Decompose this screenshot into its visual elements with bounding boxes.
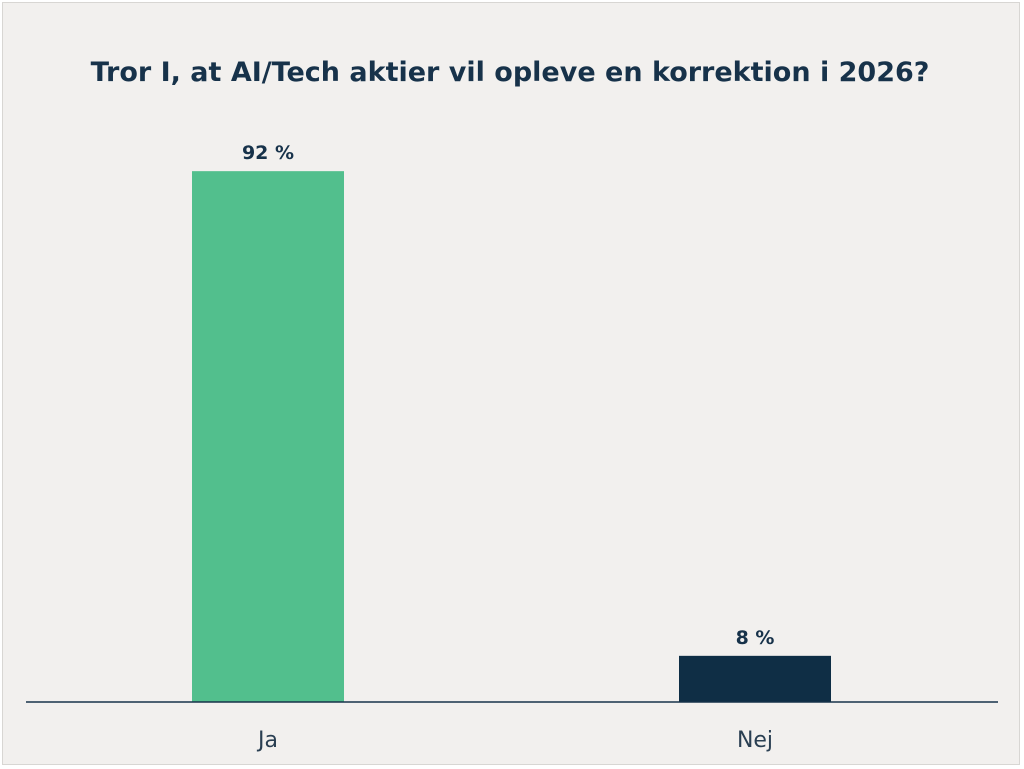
- category-label-nej: Nej: [737, 728, 773, 753]
- bar-ja: [192, 171, 344, 702]
- bar-nej: [679, 655, 831, 702]
- chart-title: Tror I, at AI/Tech aktier vil opleve en …: [90, 57, 930, 88]
- bars-layer: 92 % Ja 8 % Nej: [192, 142, 831, 753]
- value-label-nej: 8 %: [736, 627, 775, 649]
- category-label-ja: Ja: [256, 728, 278, 753]
- value-label-ja: 92 %: [242, 142, 294, 164]
